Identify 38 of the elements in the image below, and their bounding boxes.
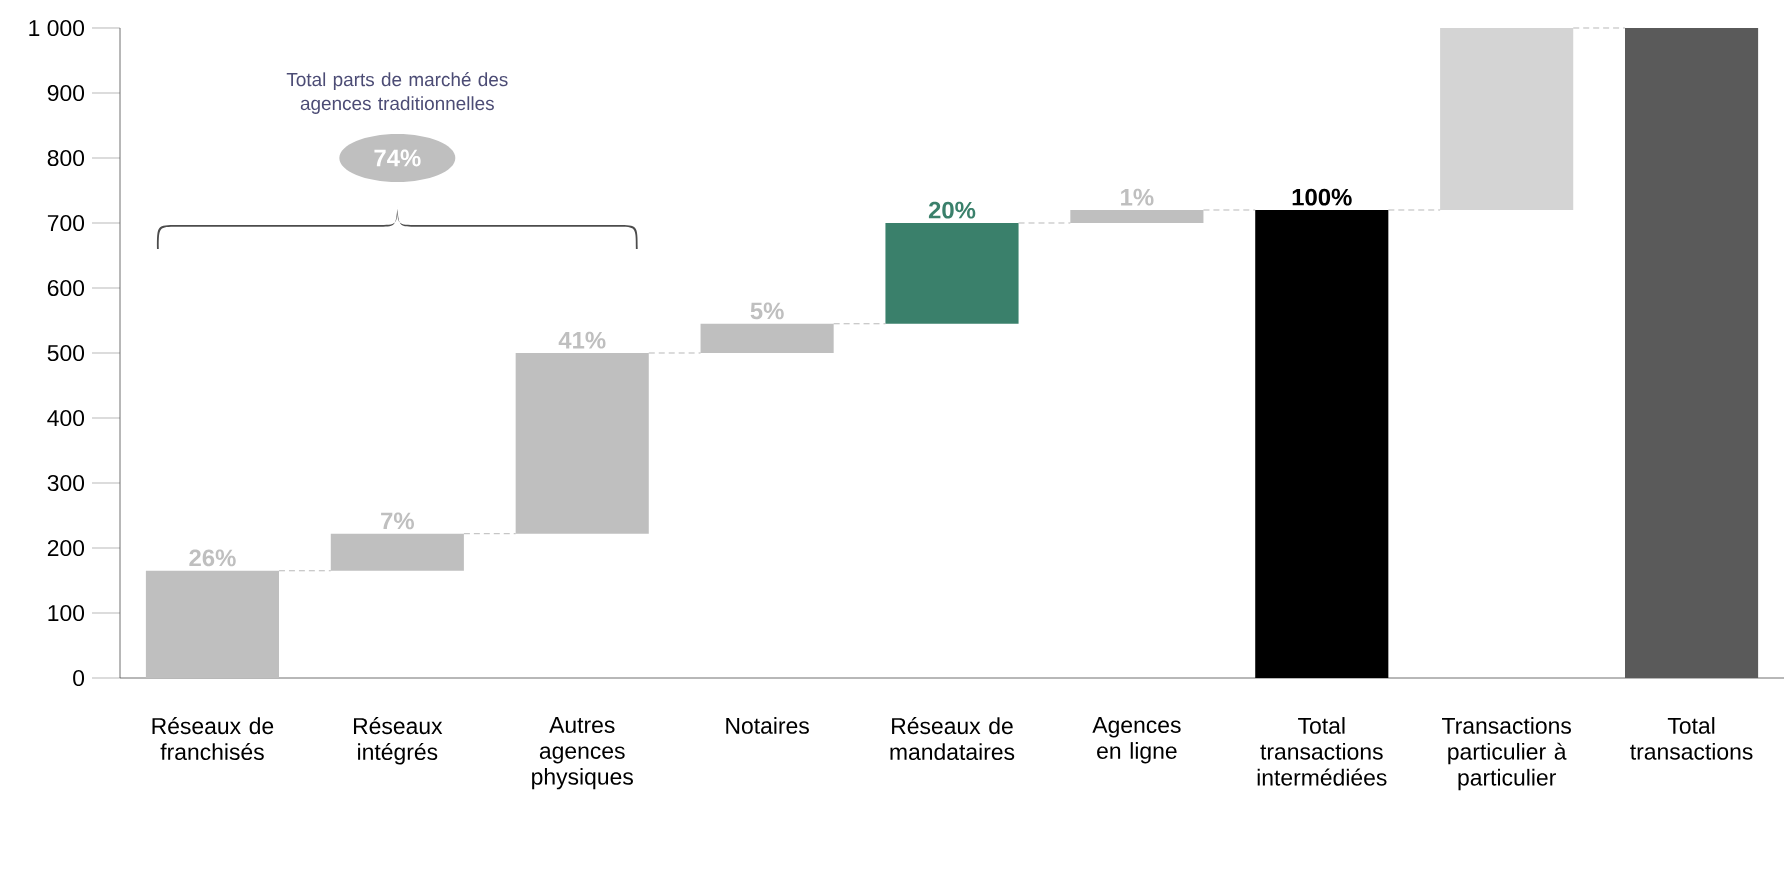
annotation: 100% [1292,188,1352,206]
annotation: 74% [374,149,421,167]
annotation: 41% [558,331,606,349]
x-tick-label: Réseaux de mandataires [890,717,1015,761]
y-tick-label: 700 [47,214,85,232]
y-tick-label: 100 [48,604,85,622]
y-tick-label: 200 [47,539,85,557]
y-tick-label: 500 [47,344,85,362]
y-tick-label: 400 [47,409,85,427]
bar [1440,27,1574,210]
x-tick-label: Autres agences physiques [532,717,633,790]
x-tick-label: Réseaux de franchisés [152,717,274,761]
bar [1625,27,1759,678]
x-tick-label: Agences en ligne [1092,717,1181,764]
y-tick-label: 300 [47,474,85,492]
y-tick-label: 900 [47,84,85,102]
x-tick-label: Total transactions [1630,717,1753,760]
bar [700,323,834,353]
x-tick-label: Total transactions intermédiées [1257,717,1387,786]
bar [330,533,464,571]
bar [515,353,649,534]
y-tick-label: 0 [73,669,85,687]
annotation: Total parts de marché des agences traditionnelles [286,72,508,114]
x-tick-label: Réseaux intégrés [353,717,443,765]
x-tick-label: Transactions particulier à particulier [1442,717,1571,791]
annotation: 5% [750,302,784,320]
y-tick-label: 600 [47,279,85,297]
y-tick-label: 800 [47,149,85,167]
annotation: 7% [381,512,414,530]
annotation: 26% [189,549,236,567]
annotation: 20% [928,201,976,219]
bar [885,223,1019,324]
bar [1255,210,1389,678]
y-tick-label: 1 000 [29,19,85,37]
x-tick-label: Notaires [726,717,809,734]
bar [145,570,279,678]
bar [1070,210,1204,223]
annotation: 1% [1121,188,1154,206]
